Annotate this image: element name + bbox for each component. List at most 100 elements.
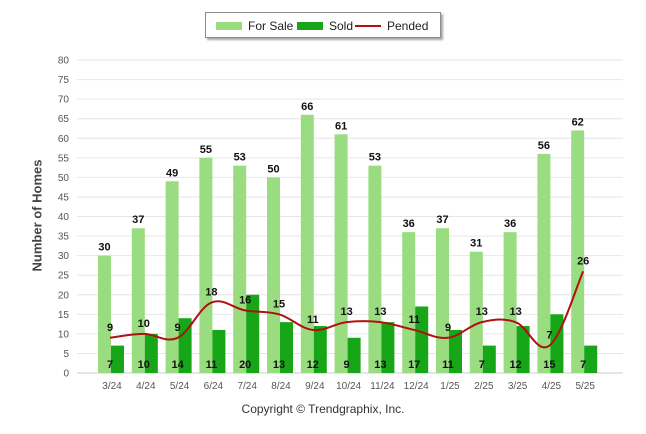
sold-bar xyxy=(381,322,395,373)
x-axis-ticks: 3/24 4/24 5/24 6/24 7/24 8/24 9/24 10/24 11/24 12… xyxy=(102,381,595,392)
for-sale-bar xyxy=(368,165,382,373)
for-sale-value-label: 61 xyxy=(335,120,347,132)
sold-bar xyxy=(111,345,124,373)
x-tick-label: 2/25 xyxy=(474,381,494,392)
for-sale-value-label: 50 xyxy=(267,163,279,175)
y-tick-label: 0 xyxy=(63,369,69,380)
y-tick-label: 55 xyxy=(58,153,70,164)
pended-value-label: 10 xyxy=(138,318,150,330)
for-sale-bar xyxy=(98,255,111,373)
sold-value-label: 11 xyxy=(442,359,454,371)
x-tick-label: 8/24 xyxy=(271,381,291,392)
y-tick-label: 25 xyxy=(58,271,70,282)
x-tick-label: 3/25 xyxy=(508,381,528,392)
for-sale-bar xyxy=(131,228,145,373)
y-tick-label: 15 xyxy=(58,310,70,321)
x-tick-label: 1/25 xyxy=(440,381,460,392)
y-tick-label: 65 xyxy=(58,114,70,125)
legend-label-pended: Pended xyxy=(387,19,429,33)
y-tick-label: 75 xyxy=(58,75,70,86)
y-tick-label: 40 xyxy=(58,212,70,223)
for-sale-value-label: 31 xyxy=(470,238,482,250)
sold-value-label: 11 xyxy=(206,359,218,371)
sold-value-label: 7 xyxy=(479,359,485,371)
pended-value-label: 13 xyxy=(509,306,521,318)
for-sale-bar xyxy=(571,130,585,373)
sold-bar xyxy=(584,345,598,373)
sold-value-label: 17 xyxy=(408,359,420,371)
sold-bar xyxy=(144,333,158,373)
sold-bar xyxy=(313,326,327,373)
for-sale-bar xyxy=(267,177,280,373)
sold-bar xyxy=(246,294,260,373)
pended-line xyxy=(109,270,585,349)
sold-value-label: 14 xyxy=(171,359,184,371)
sold-value-label: 12 xyxy=(509,359,521,371)
x-tick-label: 4/24 xyxy=(136,381,156,392)
y-tick-label: 80 xyxy=(58,56,70,67)
x-tick-label: 5/24 xyxy=(170,381,190,392)
y-tick-label: 70 xyxy=(58,95,70,106)
for-sale-bar xyxy=(165,181,179,373)
x-tick-label: 12/24 xyxy=(404,381,429,392)
pended-value-label: 26 xyxy=(577,255,589,267)
sold-value-label: 20 xyxy=(239,359,251,371)
sold-bar xyxy=(449,329,462,373)
pended-value-label: 16 xyxy=(239,294,251,306)
for-sale-value-label: 36 xyxy=(504,218,516,230)
y-tick-label: 10 xyxy=(58,329,70,340)
legend-label-for-sale: For Sale xyxy=(248,19,294,33)
pended-series-line xyxy=(109,270,585,349)
data-labels: 30 7 37 10 49 14 55 11 53 20 50 13 66 12 61 9 53 13 36 17 37… xyxy=(98,101,589,371)
for-sale-value-label: 37 xyxy=(436,214,448,226)
pended-value-label: 13 xyxy=(340,306,352,318)
pended-value-label: 18 xyxy=(205,287,217,299)
sold-value-label: 12 xyxy=(307,359,319,371)
pended-value-label: 11 xyxy=(307,314,319,326)
pended-value-label: 9 xyxy=(445,322,451,334)
sold-value-label: 10 xyxy=(138,359,150,371)
pended-value-label: 15 xyxy=(273,298,285,310)
for-sale-bar xyxy=(334,134,348,373)
y-tick-label: 20 xyxy=(58,290,70,301)
y-tick-label: 5 xyxy=(63,349,69,360)
sold-value-label: 15 xyxy=(543,359,555,371)
pended-value-label: 13 xyxy=(374,306,386,318)
sold-value-label: 9 xyxy=(344,359,350,371)
y-tick-label: 60 xyxy=(58,134,70,145)
x-tick-label: 3/24 xyxy=(102,381,122,392)
for-sale-value-label: 37 xyxy=(132,214,144,226)
for-sale-bar xyxy=(537,153,551,373)
for-sale-value-label: 56 xyxy=(538,140,550,152)
for-sale-value-label: 36 xyxy=(403,218,415,230)
sold-bar xyxy=(415,306,429,373)
pended-swatch xyxy=(355,25,381,27)
for-sale-bar xyxy=(469,251,483,373)
for-sale-bar xyxy=(300,114,314,374)
for-sale-swatch xyxy=(216,22,242,30)
x-tick-label: 11/24 xyxy=(370,381,395,392)
x-tick-label: 9/24 xyxy=(305,381,325,392)
y-tick-label: 35 xyxy=(58,232,70,243)
legend-label-sold: Sold xyxy=(329,19,354,33)
copyright-text: Copyright © Trendgraphix, Inc. xyxy=(241,402,405,416)
for-sale-value-label: 30 xyxy=(98,242,110,254)
x-tick-label: 10/24 xyxy=(336,381,361,392)
x-tick-label: 7/24 xyxy=(237,381,257,392)
y-axis-ticks: 0 5 10 15 20 25 30 35 40 45 50 55 60 65 70 75 80 xyxy=(58,56,70,380)
sold-bar xyxy=(482,345,496,373)
for-sale-bar xyxy=(503,232,517,373)
sold-bar xyxy=(347,337,361,373)
for-sale-value-label: 55 xyxy=(200,144,212,156)
sold-swatch xyxy=(297,22,323,30)
pended-value-label: 9 xyxy=(175,322,181,334)
pended-value-label: 7 xyxy=(546,330,552,342)
legend: For Sale Sold Pended xyxy=(205,12,441,38)
sold-bar xyxy=(212,329,226,373)
x-tick-label: 4/25 xyxy=(542,381,562,392)
for-sale-bar xyxy=(436,228,449,373)
pended-value-label: 13 xyxy=(476,306,488,318)
y-tick-label: 45 xyxy=(58,192,70,203)
y-axis-label: Number of Homes xyxy=(29,159,45,272)
pended-value-label: 9 xyxy=(107,322,113,334)
